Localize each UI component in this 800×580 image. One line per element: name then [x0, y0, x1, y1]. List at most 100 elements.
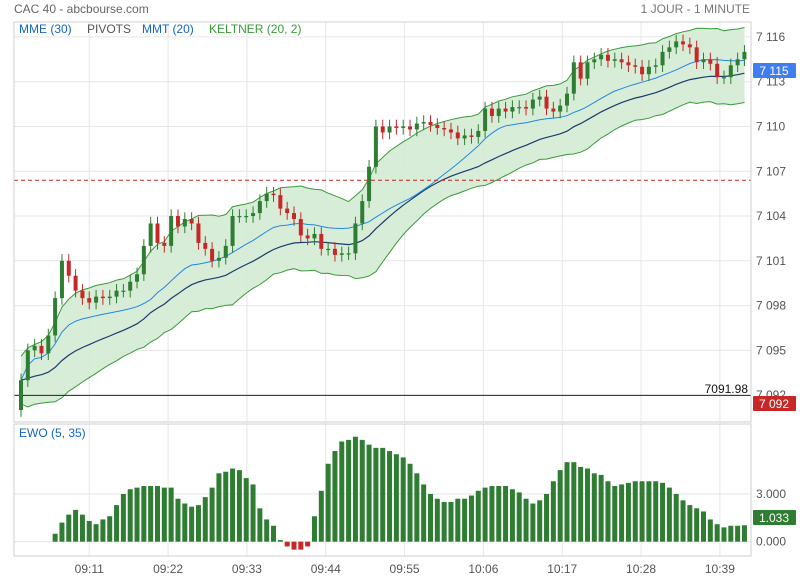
- ewo-bar: [646, 481, 652, 542]
- candle-body: [565, 93, 569, 106]
- legend-keltner[interactable]: KELTNER (20, 2): [209, 22, 301, 36]
- ewo-bar: [434, 498, 440, 542]
- candle-body: [100, 296, 105, 299]
- candle-body: [244, 216, 249, 218]
- candle-body: [619, 59, 624, 63]
- time-tick-label: 09:22: [153, 562, 183, 576]
- candle-body: [469, 135, 474, 137]
- ewo-title[interactable]: EWO (5, 35): [19, 426, 86, 440]
- candle-body: [196, 223, 201, 243]
- ewo-bar: [414, 473, 420, 542]
- candle-body: [264, 193, 269, 202]
- candle-body: [360, 201, 365, 224]
- ewo-bar: [155, 486, 160, 542]
- ewo-bar: [680, 500, 686, 542]
- candle-body: [319, 233, 324, 249]
- time-tick-label: 10:39: [705, 562, 735, 576]
- ewo-bar: [741, 525, 747, 542]
- ewo-bar: [584, 468, 590, 542]
- candle-body: [292, 213, 296, 220]
- ewo-bar: [387, 451, 393, 542]
- ewo-bar: [318, 490, 324, 542]
- candle-body: [257, 201, 262, 214]
- legend-pivots[interactable]: PIVOTS: [87, 22, 131, 36]
- ewo-bar: [660, 482, 666, 542]
- candle-body: [39, 345, 44, 354]
- ewo-bar: [550, 481, 556, 542]
- price-tick-label: 7 101: [756, 254, 786, 268]
- candle-body: [605, 54, 610, 61]
- candle-body: [114, 290, 119, 297]
- candle-body: [578, 62, 583, 79]
- ewo-bar: [537, 500, 543, 542]
- ewo-bar: [639, 481, 645, 542]
- ewo-bar-series: [52, 436, 747, 550]
- ewo-bar: [86, 521, 92, 542]
- ewo-bar: [346, 439, 352, 542]
- time-tick-label: 09:55: [390, 562, 420, 576]
- candle-body: [721, 77, 726, 79]
- candle-body: [708, 59, 713, 64]
- period-label[interactable]: 1 JOUR - 1 MINUTE: [641, 2, 750, 16]
- candle-body: [53, 298, 58, 336]
- ewo-bar: [161, 487, 167, 542]
- candle-body: [592, 59, 597, 63]
- ewo-bar: [120, 493, 126, 542]
- ewo-bar: [359, 439, 365, 542]
- legend-mme[interactable]: MME (30): [19, 22, 72, 36]
- candle-body: [646, 66, 651, 75]
- candle-body: [312, 233, 317, 239]
- ewo-bar: [421, 484, 427, 542]
- keltner-upper-line: [20, 27, 745, 357]
- candle-body: [94, 296, 99, 303]
- candle-body: [448, 129, 453, 133]
- ewo-bar: [701, 511, 706, 542]
- ewo-bar: [298, 541, 304, 550]
- candle-body: [599, 54, 604, 60]
- candle-body: [674, 41, 679, 48]
- ewo-bar: [721, 527, 727, 542]
- legend-mmt[interactable]: MMT (20): [142, 22, 194, 36]
- ewo-bar: [141, 486, 147, 542]
- candle-body: [59, 260, 64, 299]
- candle-body: [462, 135, 467, 139]
- ewo-bar: [598, 474, 604, 542]
- candle-body: [455, 132, 460, 139]
- candle-body: [524, 107, 529, 109]
- ewo-bar: [619, 484, 625, 542]
- ewo-bar: [503, 486, 509, 542]
- time-tick-label: 09:33: [232, 562, 262, 576]
- ewo-panel-frame: [13, 423, 752, 557]
- candle-body: [353, 223, 358, 254]
- candle-body: [401, 126, 406, 128]
- ewo-bar: [264, 519, 270, 542]
- candle-body: [251, 213, 256, 217]
- candle-body: [346, 253, 351, 255]
- candle-body: [326, 248, 331, 251]
- price-tick-label: 7 116: [756, 30, 785, 44]
- ewo-bar: [605, 481, 611, 542]
- candle-body: [687, 44, 692, 48]
- candle-body: [182, 219, 187, 227]
- candle-body: [414, 123, 419, 130]
- ewo-bar: [189, 506, 195, 542]
- time-tick-label: 09:11: [75, 562, 104, 576]
- ewo-bar: [325, 463, 331, 542]
- ewo-tick-label: 3.000: [756, 487, 786, 501]
- ewo-bar: [407, 463, 413, 542]
- candle-body: [271, 193, 276, 196]
- ewo-bar: [393, 454, 399, 542]
- candle-body: [46, 335, 51, 354]
- ewo-axis: 3.000 0.000: [756, 487, 786, 549]
- price-tick-label: 7 113: [756, 75, 785, 89]
- candle-body: [435, 124, 440, 128]
- ewo-bar: [202, 497, 208, 542]
- candle-body: [135, 274, 140, 282]
- ewo-bar: [578, 466, 584, 542]
- ewo-bar: [591, 473, 597, 542]
- ewo-bar: [523, 498, 529, 542]
- ewo-bar: [175, 498, 181, 542]
- candle-body: [19, 380, 23, 411]
- ewo-bar: [509, 489, 515, 542]
- ewo-bar: [332, 451, 338, 542]
